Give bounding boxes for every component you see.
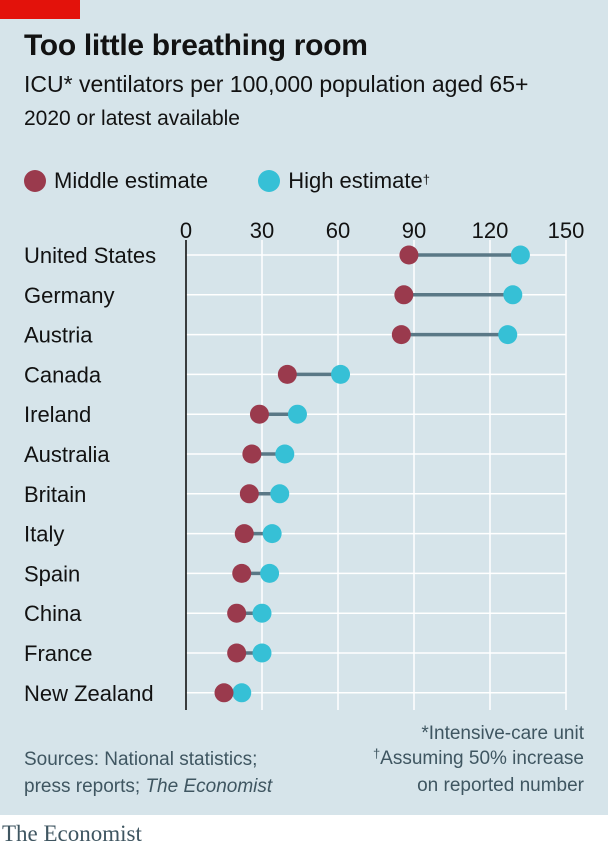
high-point-germany: [503, 285, 523, 305]
x-tick-120: 120: [472, 218, 509, 243]
legend: Middle estimate High estimate †: [24, 168, 474, 198]
high-point-australia: [275, 444, 295, 464]
category-label-france: France: [24, 641, 92, 666]
x-tick-labels: 0 30 60 90 120 150: [180, 218, 584, 243]
high-point-china: [252, 603, 272, 623]
legend-label-middle: Middle estimate: [54, 168, 209, 193]
x-tick-0: 0: [180, 218, 192, 243]
x-tick-90: 90: [402, 218, 426, 243]
category-label-spain: Spain: [24, 561, 80, 586]
brand-red-tag: [0, 0, 80, 19]
high-point-france: [252, 643, 272, 663]
data-points: [214, 245, 530, 703]
footnote-dagger-mark: †: [372, 746, 381, 761]
x-tick-60: 60: [326, 218, 350, 243]
category-label-new-zealand: New Zealand: [24, 681, 154, 706]
legend-item-middle: Middle estimate: [24, 168, 208, 194]
economist-logo-text: The Economist: [2, 821, 142, 846]
category-label-china: China: [24, 601, 82, 626]
high-point-canada: [331, 364, 351, 384]
legend-dagger-mark: †: [422, 171, 430, 187]
middle-point-china: [227, 603, 247, 623]
middle-point-france: [227, 643, 247, 663]
category-label-italy: Italy: [24, 522, 64, 547]
high-point-united-states: [510, 245, 530, 265]
footnote-asterisk: *Intensive-care unit: [421, 723, 584, 744]
middle-point-austria: [391, 325, 411, 345]
source-line1: Sources: National statistics;: [24, 749, 258, 770]
y-category-labels: United States Germany Austria Canada Ireland…: [24, 243, 156, 706]
high-point-new-zealand: [232, 683, 252, 703]
x-tick-30: 30: [250, 218, 274, 243]
high-point-spain: [260, 563, 280, 583]
chart-title: Too little breathing room: [24, 29, 368, 62]
category-label-australia: Australia: [24, 442, 110, 467]
middle-point-canada: [277, 364, 297, 384]
legend-swatch-high: [258, 170, 281, 192]
legend-swatch-middle: [24, 170, 46, 192]
category-label-united-states: United States: [24, 243, 156, 268]
category-label-ireland: Ireland: [24, 402, 91, 427]
category-label-germany: Germany: [24, 283, 114, 308]
category-label-austria: Austria: [24, 323, 93, 348]
middle-point-italy: [234, 524, 254, 544]
chart-subtitle: ICU* ventilators per 100,000 population …: [24, 71, 529, 97]
dot-plot: 0 30 60 90 120 150 United States Germany Austri…: [24, 218, 584, 710]
high-point-italy: [262, 524, 282, 544]
middle-point-united-states: [399, 245, 419, 265]
footnote-dagger-text: Assuming 50% increase: [380, 748, 584, 769]
high-point-austria: [498, 325, 518, 345]
x-tick-150: 150: [548, 218, 585, 243]
source-prefix: press reports;: [24, 776, 146, 797]
category-label-canada: Canada: [24, 362, 102, 387]
middle-point-germany: [394, 285, 414, 305]
high-point-ireland: [287, 404, 307, 424]
middle-point-spain: [232, 563, 252, 583]
legend-item-high: High estimate †: [258, 168, 430, 194]
chart-date-note: 2020 or latest available: [24, 107, 240, 130]
source-italic: The Economist: [145, 776, 273, 797]
gridlines: [186, 240, 567, 710]
category-label-britain: Britain: [24, 482, 86, 507]
footnote-dagger-line2: on reported number: [417, 775, 584, 796]
middle-point-new-zealand: [214, 683, 234, 703]
middle-point-ireland: [249, 404, 269, 424]
source-note: Sources: National statistics; press repo…: [24, 746, 272, 800]
range-connectors: [224, 253, 521, 695]
middle-point-britain: [239, 484, 259, 504]
high-point-britain: [270, 484, 290, 504]
source-line2: press reports; The Economist: [24, 773, 272, 800]
middle-point-australia: [242, 444, 262, 464]
footnote-dagger-line1: †Assuming 50% increase: [372, 746, 584, 770]
legend-label-high: High estimate: [288, 168, 423, 193]
